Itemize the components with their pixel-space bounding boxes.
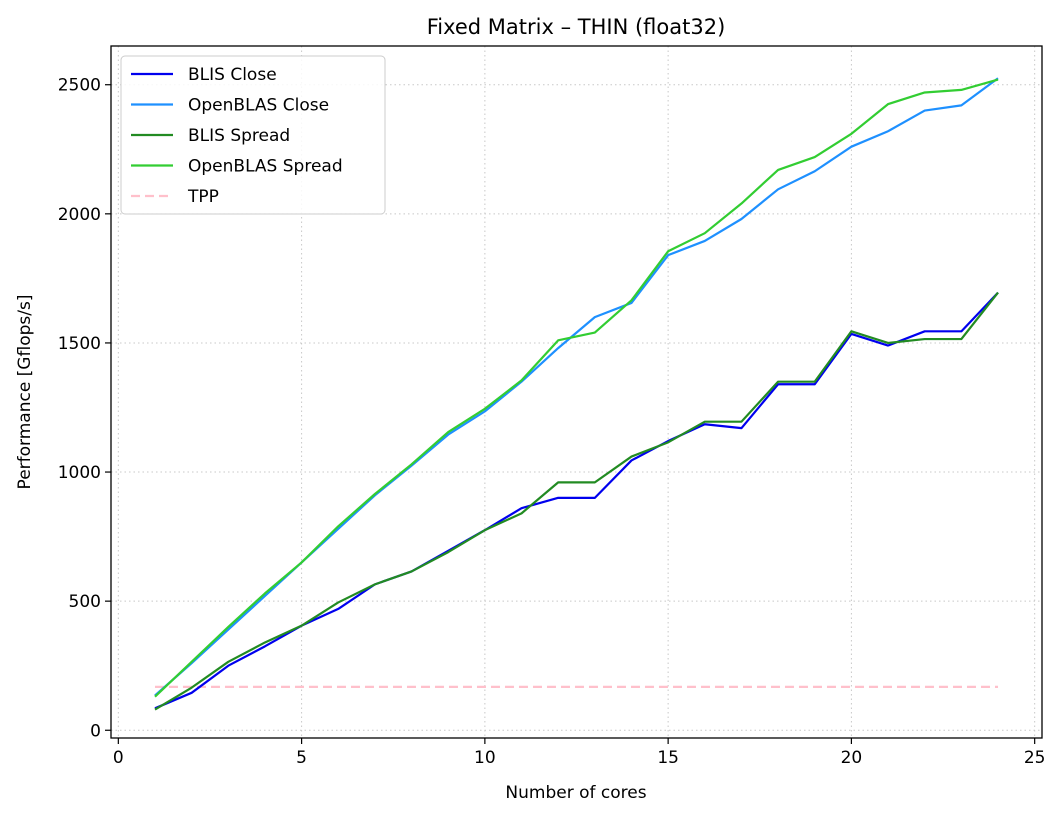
y-axis: 0 500 1000 1500 2000 2500 <box>58 76 111 741</box>
series-line-blis-close <box>154 291 999 710</box>
legend-label: TPP <box>187 187 219 207</box>
chart-title: Fixed Matrix – THIN (float32) <box>427 15 726 39</box>
y-axis-label: Performance [Gflops/s] <box>15 295 35 490</box>
y-tick-label: 0 <box>90 721 101 741</box>
x-tick-label: 10 <box>474 748 496 768</box>
x-tick-label: 5 <box>296 748 307 768</box>
y-tick-label: 500 <box>69 592 101 612</box>
legend-label: BLIS Spread <box>188 126 290 146</box>
series-line-blis-spread <box>154 291 999 711</box>
series-line-openblas-spread <box>154 78 999 698</box>
grid <box>111 46 1042 738</box>
legend-label: OpenBLAS Close <box>188 96 329 116</box>
y-tick-label: 1500 <box>58 334 101 354</box>
y-tick-label: 2500 <box>58 76 101 96</box>
y-tick-label: 1000 <box>58 463 101 483</box>
x-tick-label: 20 <box>841 748 863 768</box>
legend-box <box>120 55 386 215</box>
x-axis-label: Number of cores <box>505 783 646 803</box>
plot-lines <box>154 77 999 711</box>
y-tick-label: 2000 <box>58 205 101 225</box>
x-tick-label: 25 <box>1024 748 1046 768</box>
x-axis: 0 5 10 15 20 25 <box>113 738 1046 768</box>
x-tick-label: 15 <box>657 748 679 768</box>
legend-label: BLIS Close <box>188 65 277 85</box>
legend: BLIS Close OpenBLAS Close BLIS Spread OpenB… <box>120 55 386 215</box>
x-tick-label: 0 <box>113 748 124 768</box>
legend-label: OpenBLAS Spread <box>188 157 343 177</box>
plot-frame <box>110 45 1043 739</box>
